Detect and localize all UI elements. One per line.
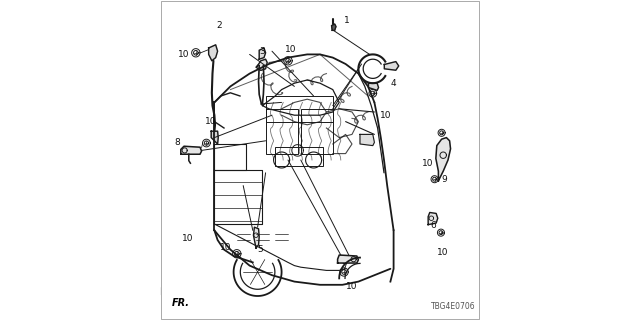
Bar: [266, 96, 333, 122]
Bar: [275, 147, 323, 166]
Bar: [266, 109, 298, 154]
Text: 10: 10: [205, 117, 216, 126]
Text: 8: 8: [174, 138, 180, 147]
Text: 10: 10: [220, 244, 232, 252]
Text: FR.: FR.: [172, 298, 190, 308]
Polygon shape: [369, 83, 379, 91]
Polygon shape: [332, 24, 336, 30]
Polygon shape: [259, 48, 266, 59]
Polygon shape: [338, 255, 358, 263]
Polygon shape: [436, 138, 451, 181]
Text: 10: 10: [380, 111, 392, 120]
Polygon shape: [256, 59, 268, 70]
Text: 9: 9: [442, 175, 447, 184]
Text: 10: 10: [437, 248, 448, 257]
Polygon shape: [211, 131, 218, 144]
Polygon shape: [428, 212, 438, 225]
Text: 5: 5: [258, 245, 263, 254]
Polygon shape: [209, 45, 218, 61]
Bar: [301, 109, 333, 154]
Text: 7: 7: [340, 263, 346, 272]
Polygon shape: [253, 227, 259, 248]
Polygon shape: [181, 146, 202, 154]
Text: 10: 10: [178, 50, 189, 59]
Polygon shape: [154, 287, 159, 295]
Text: 10: 10: [182, 234, 193, 243]
Polygon shape: [360, 134, 374, 146]
Text: TBG4E0706: TBG4E0706: [431, 302, 475, 311]
Polygon shape: [385, 61, 399, 70]
Text: 2: 2: [216, 21, 221, 30]
Text: 6: 6: [430, 221, 436, 230]
Text: 3: 3: [259, 47, 265, 56]
Text: 10: 10: [346, 282, 358, 291]
Text: 1: 1: [344, 16, 349, 25]
Text: 4: 4: [390, 79, 396, 88]
Text: 10: 10: [285, 45, 296, 54]
Text: 10: 10: [422, 159, 434, 168]
